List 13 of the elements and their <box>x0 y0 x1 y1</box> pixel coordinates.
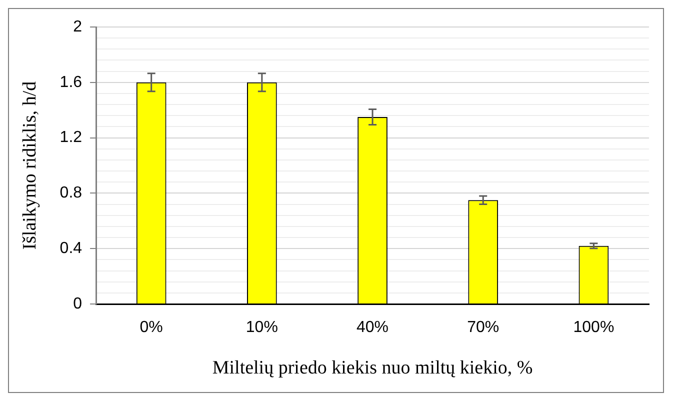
x-tick-label: 10% <box>246 319 278 336</box>
x-tick-label: 40% <box>356 319 389 336</box>
y-tick-label: 0.8 <box>60 184 82 202</box>
x-axis-title: Miltelių priedo kiekis nuo miltų kiekio, % <box>212 358 533 379</box>
y-tick-label: 0.4 <box>60 240 82 258</box>
y-tick-label: 0 <box>73 295 82 312</box>
x-tick-label: 0% <box>140 319 163 336</box>
x-tick-label: 70% <box>467 319 500 336</box>
y-tick-label: 1.2 <box>60 129 82 146</box>
y-axis-title: Išlaikymo ridiklis, h/d <box>19 80 40 250</box>
y-tick-label: 1.6 <box>60 74 82 91</box>
x-tick-label: 100% <box>573 319 614 336</box>
y-tick-label: 2 <box>73 18 82 36</box>
